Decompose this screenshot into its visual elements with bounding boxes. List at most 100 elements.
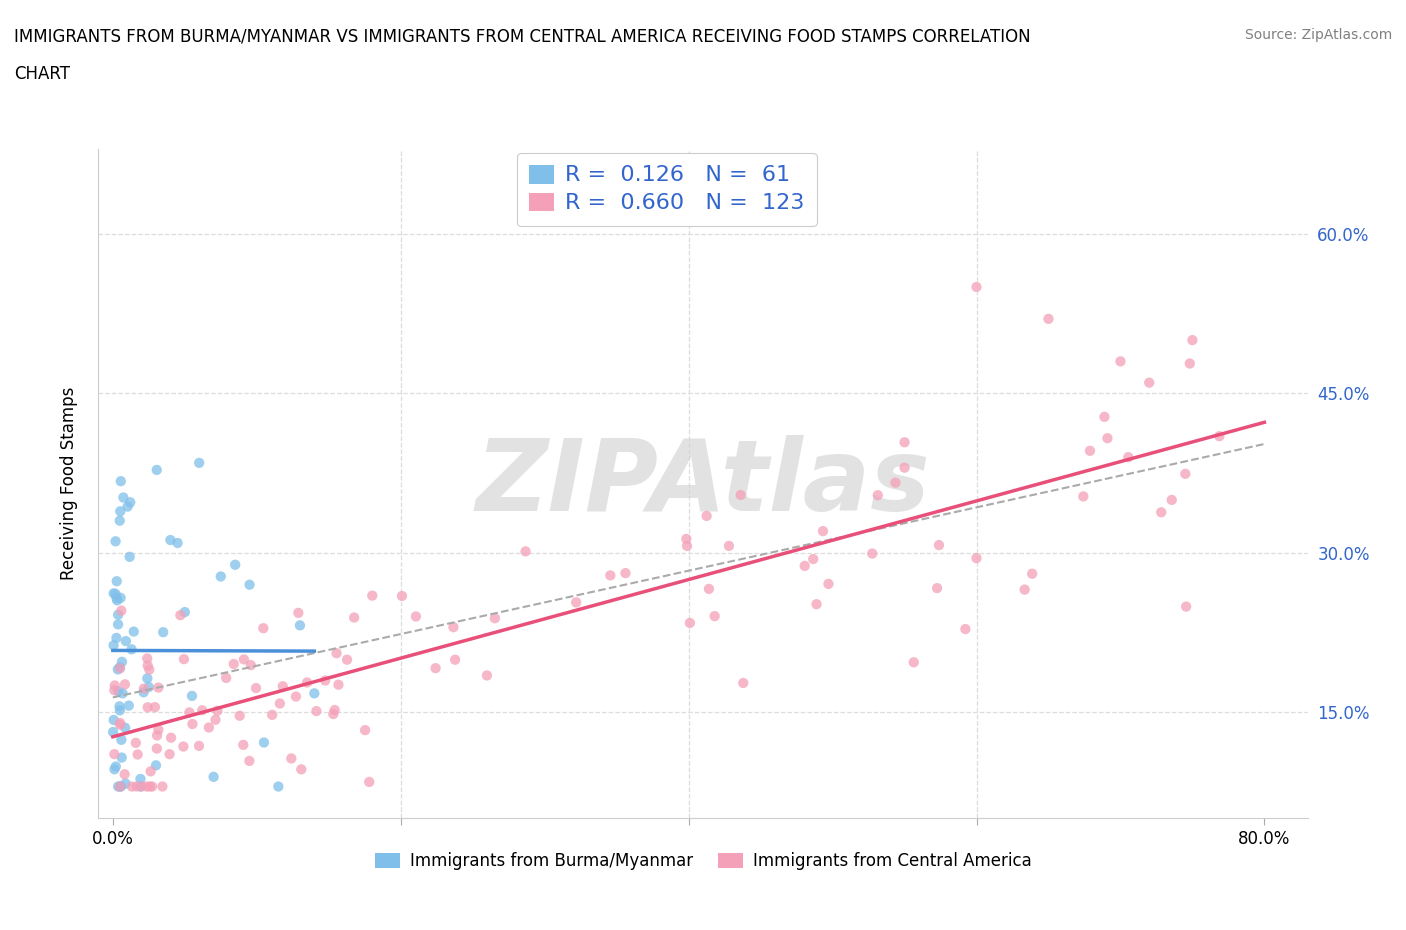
Point (288, 618, 311, 632)
Point (105, 574, 128, 589)
Point (1175, 599, 1198, 614)
Point (676, 538, 699, 553)
Point (1150, 505, 1173, 520)
Point (806, 597, 828, 612)
Point (104, 587, 127, 602)
Point (323, 702, 346, 717)
Point (129, 779, 152, 794)
Point (679, 616, 702, 631)
Point (107, 662, 129, 677)
Point (1178, 356, 1201, 371)
Point (108, 513, 131, 528)
Point (730, 487, 752, 502)
Point (103, 712, 125, 727)
Point (928, 538, 950, 552)
Text: ZIPAtlas: ZIPAtlas (475, 435, 931, 532)
Point (108, 699, 131, 714)
Point (107, 779, 129, 794)
Point (733, 675, 755, 690)
Point (599, 568, 621, 583)
Point (903, 655, 925, 670)
Point (515, 544, 537, 559)
Point (614, 565, 637, 580)
Point (1038, 312, 1060, 326)
Point (105, 631, 128, 645)
Point (110, 473, 132, 488)
Point (328, 677, 350, 692)
Point (114, 777, 136, 791)
Text: CHART: CHART (14, 65, 70, 83)
Point (239, 658, 262, 672)
Point (1118, 450, 1140, 465)
Legend: Immigrants from Burma/Myanmar, Immigrants from Central America: Immigrants from Burma/Myanmar, Immigrant… (368, 845, 1038, 877)
Point (169, 607, 191, 622)
Point (108, 660, 131, 675)
Point (269, 696, 291, 711)
Point (1021, 566, 1043, 581)
Point (475, 668, 498, 683)
Point (148, 680, 170, 695)
Point (103, 638, 125, 653)
Point (138, 662, 160, 677)
Point (893, 435, 915, 450)
Point (565, 595, 588, 610)
Point (1181, 333, 1204, 348)
Point (104, 759, 127, 774)
Point (262, 708, 284, 723)
Point (252, 621, 274, 636)
Point (108, 715, 131, 730)
Point (118, 550, 141, 565)
Point (139, 764, 162, 778)
Point (966, 280, 988, 295)
Point (228, 709, 250, 724)
Point (343, 610, 366, 625)
Point (179, 705, 201, 720)
Point (117, 499, 139, 514)
Point (359, 775, 381, 790)
Point (105, 593, 128, 608)
Point (1137, 375, 1160, 390)
Point (209, 569, 232, 584)
Point (198, 720, 221, 735)
Point (114, 721, 136, 736)
Point (104, 678, 127, 693)
Point (232, 737, 254, 752)
Point (222, 657, 245, 671)
Point (322, 707, 344, 722)
Point (107, 607, 129, 622)
Point (295, 675, 318, 690)
Point (148, 723, 170, 737)
Point (110, 779, 132, 794)
Point (336, 652, 359, 667)
Point (125, 736, 148, 751)
Point (143, 699, 166, 714)
Point (232, 652, 254, 667)
Point (697, 581, 720, 596)
Point (325, 645, 347, 660)
Point (108, 703, 131, 718)
Point (425, 660, 447, 675)
Point (405, 609, 427, 624)
Point (172, 739, 194, 754)
Point (160, 730, 183, 745)
Point (127, 747, 149, 762)
Text: Source: ZipAtlas.com: Source: ZipAtlas.com (1244, 28, 1392, 42)
Point (215, 671, 238, 685)
Point (484, 611, 506, 626)
Point (110, 504, 132, 519)
Point (207, 703, 229, 718)
Point (146, 728, 169, 743)
Point (811, 524, 834, 538)
Point (110, 604, 132, 618)
Point (860, 546, 883, 561)
Point (441, 619, 464, 634)
Point (1097, 431, 1119, 445)
Point (1078, 444, 1101, 458)
Point (141, 779, 163, 794)
Point (893, 460, 915, 475)
Point (1109, 354, 1132, 369)
Point (188, 456, 211, 471)
Point (118, 698, 141, 713)
Point (675, 531, 697, 546)
Point (104, 534, 127, 549)
